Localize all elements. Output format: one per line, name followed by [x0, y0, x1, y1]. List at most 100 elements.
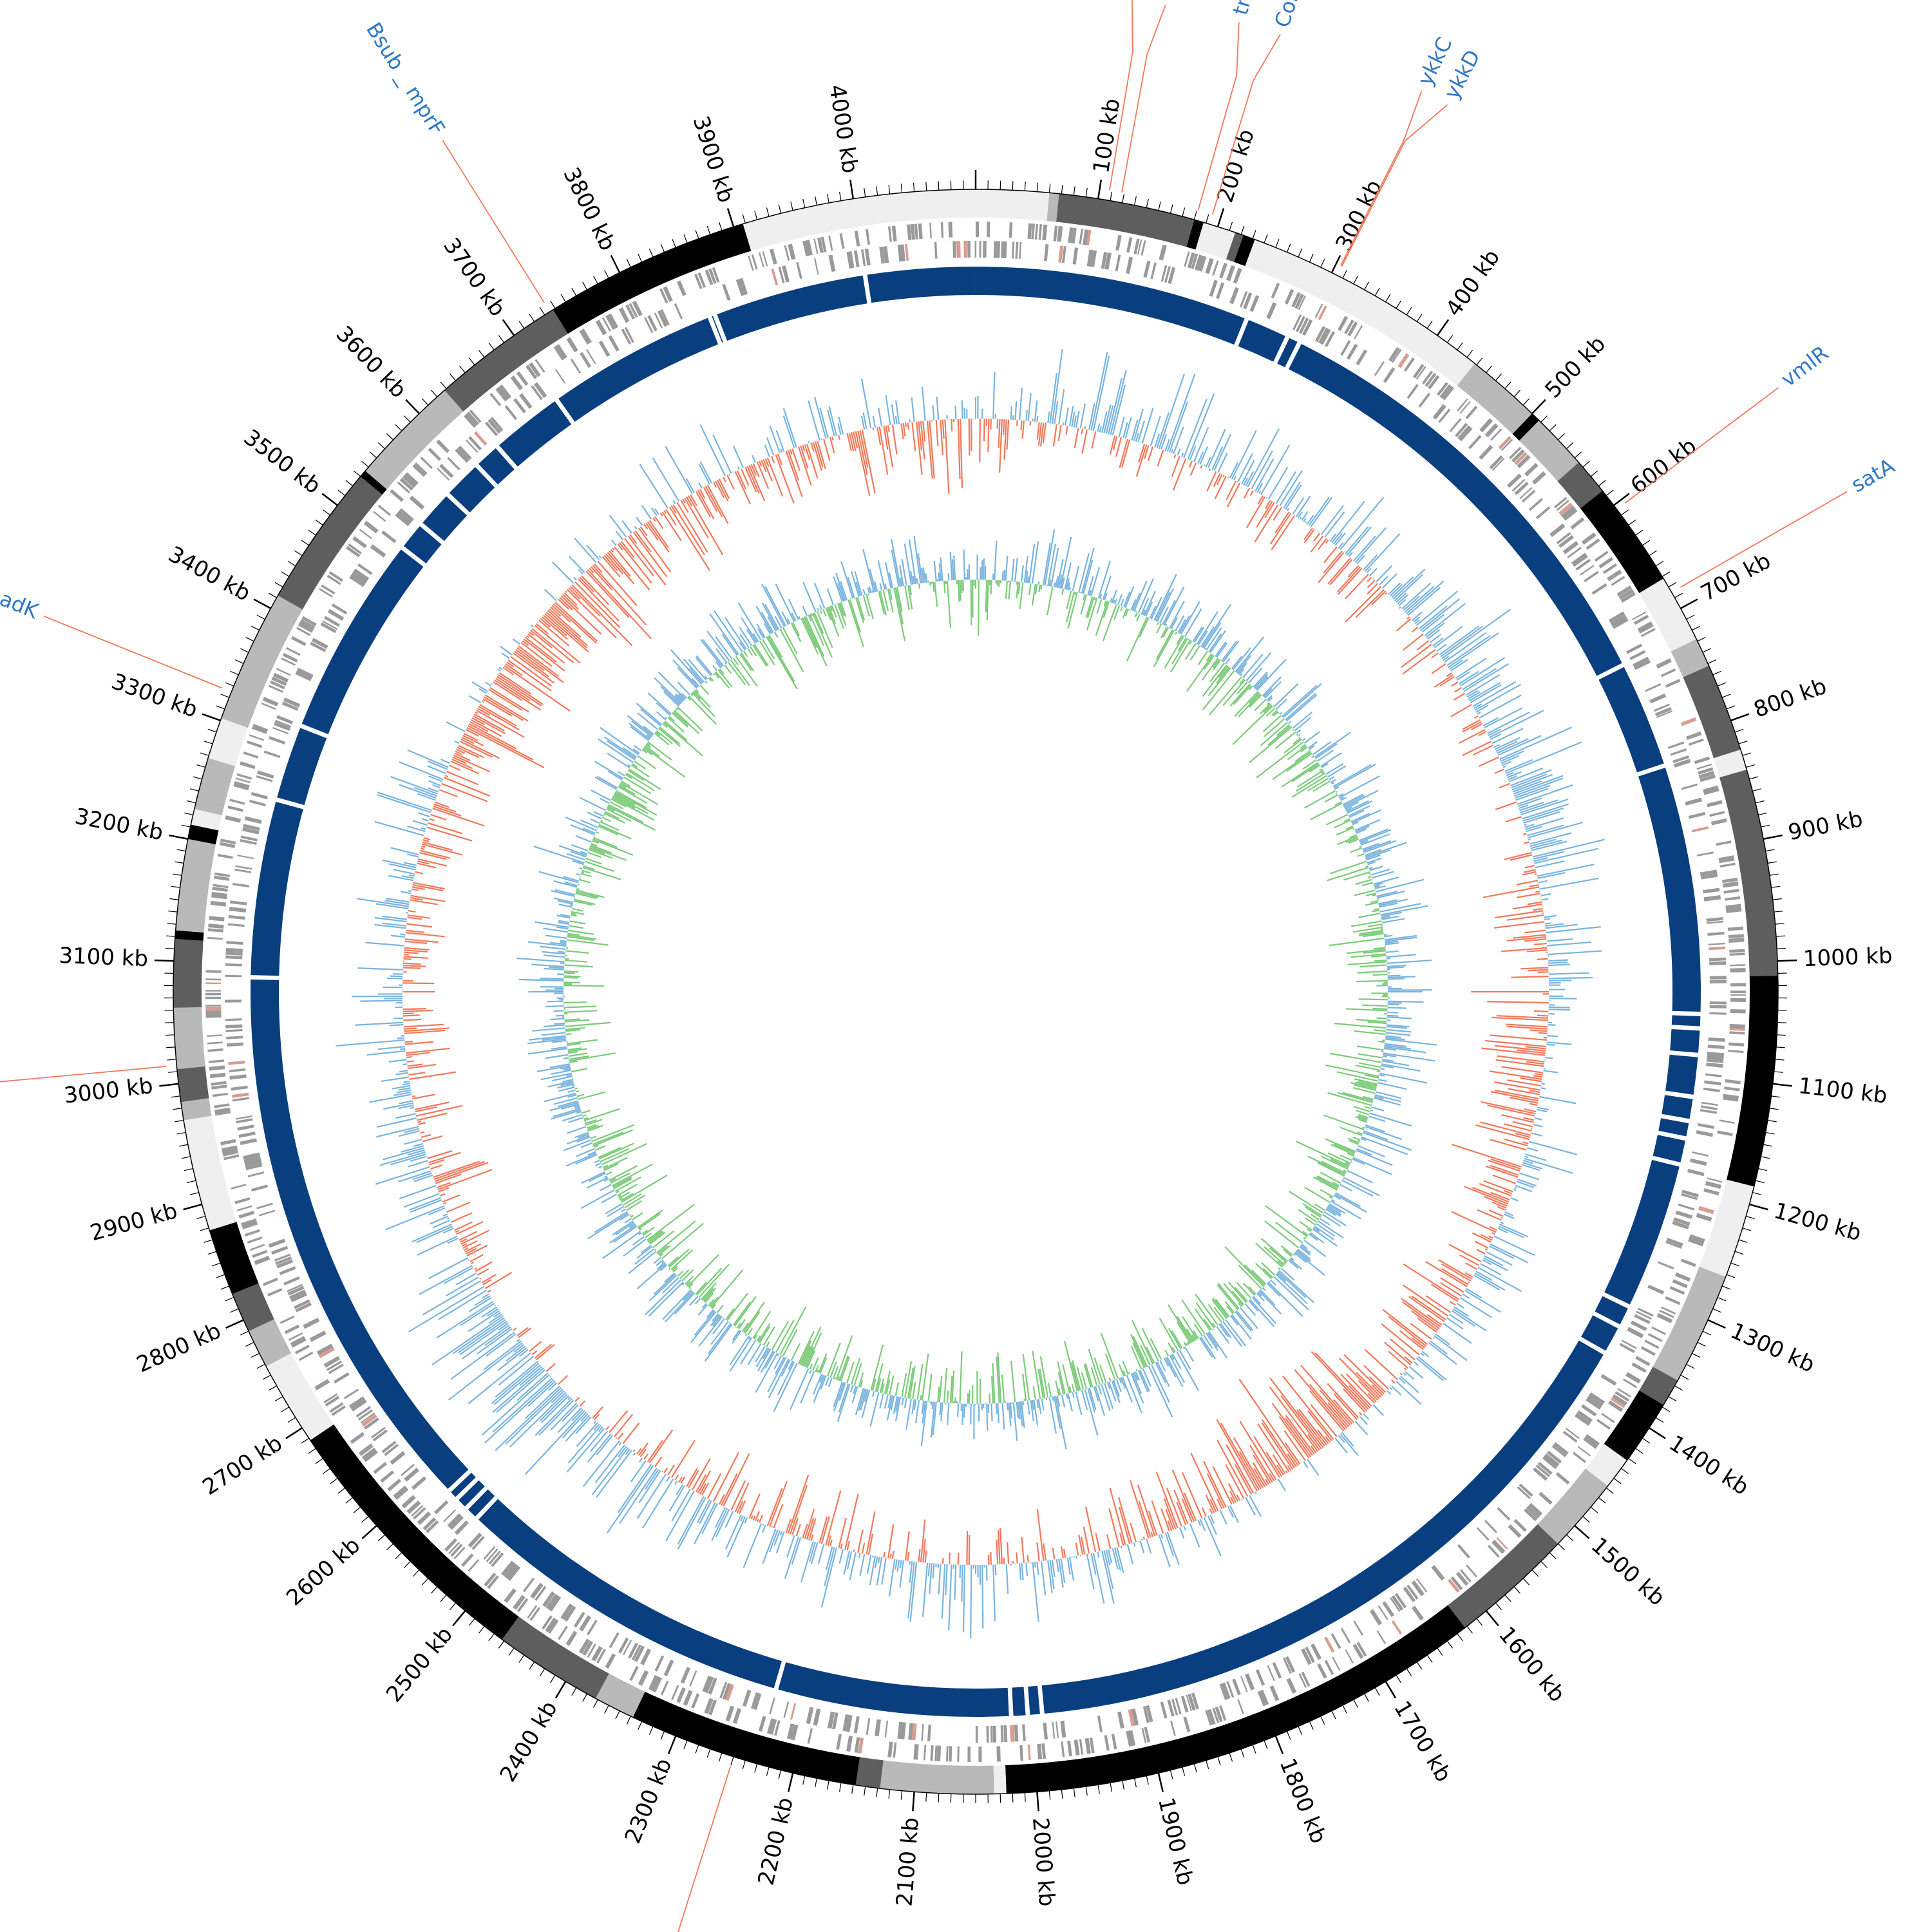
minor-tick — [440, 381, 447, 389]
gc-below-mean — [1515, 1132, 1531, 1139]
skew-positive — [561, 1103, 580, 1110]
skew-negative — [685, 1276, 694, 1285]
skew-negative — [569, 920, 586, 925]
skew-positive — [562, 1113, 583, 1122]
gc-below-mean — [1036, 1508, 1045, 1561]
minor-tick — [1437, 1647, 1443, 1656]
skew-positive — [1288, 721, 1291, 724]
skew-positive — [826, 588, 835, 605]
gc-above-mean — [398, 1104, 414, 1110]
gc-below-mean — [1464, 1186, 1509, 1205]
skew-negative — [1373, 947, 1386, 950]
gc-above-mean — [1058, 389, 1065, 425]
orf-feature — [229, 799, 245, 805]
orf-feature — [322, 620, 338, 630]
skew-negative — [1032, 1386, 1036, 1400]
skew-negative — [661, 1222, 704, 1260]
orf-feature — [1725, 907, 1742, 913]
gc-above-mean — [549, 1376, 551, 1378]
orf-feature — [1011, 242, 1015, 259]
gc-above-mean — [1189, 1523, 1200, 1548]
skew-negative — [762, 1326, 775, 1346]
gc-above-mean — [395, 1113, 416, 1119]
orf-feature — [1403, 1586, 1416, 1602]
minor-tick — [166, 1046, 176, 1048]
gc-below-mean — [1478, 730, 1487, 737]
skew-positive — [662, 1277, 679, 1294]
skew-negative — [1083, 1364, 1092, 1388]
minor-tick — [827, 194, 829, 204]
orf-feature — [1034, 223, 1039, 240]
skew-negative — [598, 824, 632, 840]
gc-below-mean — [495, 677, 531, 701]
gc-above-mean — [478, 688, 487, 694]
skew-negative — [840, 601, 847, 617]
orf-feature — [1665, 1241, 1682, 1249]
skew-positive — [565, 817, 597, 831]
orf-feature — [323, 1356, 341, 1368]
orf-feature — [1685, 797, 1702, 806]
orf-feature — [1706, 920, 1724, 924]
skew-positive — [1150, 1364, 1170, 1403]
minor-tick — [488, 1633, 495, 1642]
gc-below-mean — [1464, 1272, 1473, 1278]
gc-below-mean — [1411, 1310, 1439, 1331]
orf-feature — [1159, 244, 1167, 261]
gc-below-mean — [529, 631, 534, 636]
minor-tick — [281, 571, 290, 577]
minor-tick — [550, 300, 556, 309]
orf-feature — [519, 393, 533, 409]
skew-positive — [1387, 959, 1432, 964]
minor-tick — [240, 648, 249, 653]
orf-feature — [778, 267, 785, 284]
skew-positive — [1385, 942, 1399, 945]
skew-positive — [661, 1260, 665, 1264]
skew-positive — [553, 897, 574, 904]
skew-positive — [761, 612, 774, 634]
orf-feature — [241, 1218, 257, 1226]
skew-positive — [1202, 603, 1232, 649]
blast-hit-block — [1658, 1118, 1689, 1137]
skew-negative — [909, 585, 913, 596]
skew-negative — [1355, 1065, 1381, 1071]
skew-negative — [1371, 954, 1387, 958]
gc-below-mean — [1404, 1356, 1413, 1364]
orf-feature — [1706, 917, 1723, 922]
gc-above-mean — [1508, 767, 1544, 782]
skew-negative — [1094, 1357, 1104, 1385]
gc-above-mean — [1529, 832, 1572, 845]
gc-below-mean — [484, 1271, 513, 1289]
skew-positive — [580, 851, 588, 855]
gc-below-mean — [1138, 444, 1146, 463]
skew-positive — [1170, 617, 1179, 630]
gc-below-mean — [1165, 1508, 1175, 1530]
gc-below-mean — [538, 620, 570, 647]
skew-negative — [1269, 1247, 1287, 1264]
minor-tick — [660, 1731, 665, 1740]
gc-below-mean — [699, 1483, 706, 1495]
scale-tick-label: 1800 kb — [1274, 1755, 1332, 1848]
gc-below-mean — [1487, 1159, 1520, 1172]
skew-positive — [994, 540, 998, 580]
skew-negative — [564, 1010, 598, 1013]
orf-feature — [1528, 498, 1543, 511]
skew-negative — [862, 594, 871, 617]
gc-below-mean — [1036, 422, 1040, 440]
gc-above-mean — [1297, 511, 1303, 518]
skew-positive — [558, 922, 569, 925]
minor-tick — [1775, 923, 1785, 925]
minor-tick — [1772, 898, 1782, 900]
skew-positive — [632, 748, 640, 754]
orf-feature — [1293, 314, 1302, 330]
gc-below-mean — [1425, 1261, 1468, 1287]
skew-positive — [1382, 1056, 1387, 1058]
skew-negative — [985, 580, 988, 612]
skew-negative — [1336, 835, 1358, 846]
orf-feature — [327, 574, 341, 585]
skew-negative — [567, 936, 594, 942]
orf-feature — [1658, 1261, 1674, 1270]
gene-label: Col(SD853) — [1270, 0, 1329, 30]
orf-feature — [1670, 748, 1687, 756]
gc-above-mean — [1548, 959, 1568, 962]
gc-below-mean — [1485, 1165, 1519, 1179]
